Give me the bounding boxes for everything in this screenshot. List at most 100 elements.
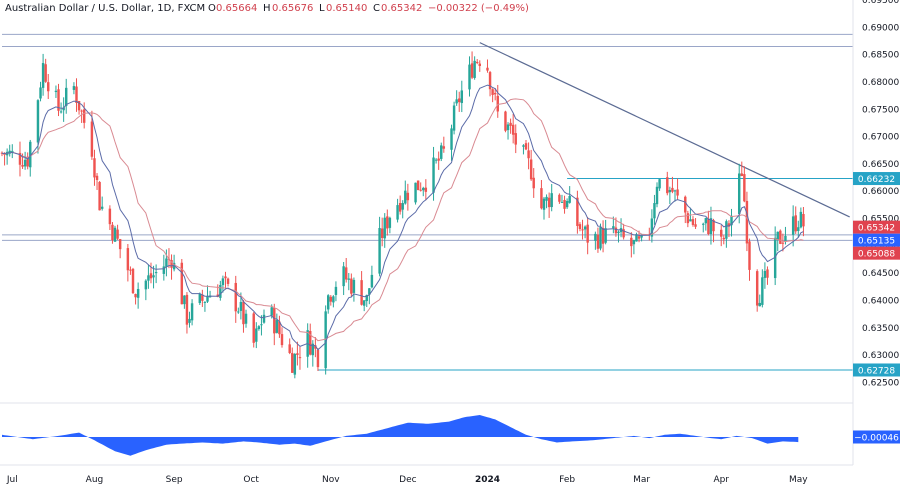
candle-body bbox=[558, 194, 561, 202]
price-tag-bg bbox=[853, 363, 900, 377]
candle-body bbox=[273, 307, 276, 334]
candle-body bbox=[743, 174, 746, 202]
candle bbox=[604, 219, 607, 245]
candle-body bbox=[380, 228, 384, 238]
candle-body bbox=[237, 311, 240, 313]
candle bbox=[118, 238, 122, 259]
candle bbox=[763, 262, 767, 289]
candle-body bbox=[727, 223, 731, 227]
candle bbox=[190, 299, 194, 326]
candle bbox=[632, 239, 636, 255]
candle bbox=[18, 141, 22, 177]
candle-body bbox=[126, 248, 130, 271]
candle-body bbox=[473, 60, 476, 78]
candle bbox=[506, 122, 510, 140]
candle-body bbox=[147, 275, 150, 281]
price-tick-label: 0.68500 bbox=[862, 51, 899, 61]
candle bbox=[26, 152, 29, 170]
candle bbox=[80, 109, 83, 123]
candle-body bbox=[691, 219, 695, 225]
candle bbox=[745, 191, 749, 252]
candle-body bbox=[152, 275, 155, 278]
candle-body bbox=[424, 187, 428, 192]
candle-body bbox=[136, 288, 140, 298]
candle-body bbox=[324, 311, 327, 369]
candle-body bbox=[702, 223, 705, 225]
candle bbox=[704, 217, 708, 231]
candle bbox=[226, 277, 230, 287]
candle-body bbox=[434, 159, 438, 161]
candle bbox=[560, 194, 564, 203]
price-tick-label: 0.64000 bbox=[862, 296, 899, 306]
candle bbox=[720, 225, 723, 247]
candle bbox=[332, 295, 335, 308]
candle bbox=[309, 323, 312, 356]
candle bbox=[740, 161, 744, 177]
candle bbox=[653, 194, 656, 225]
candle-body bbox=[309, 330, 312, 355]
candle-body bbox=[586, 224, 589, 243]
candle bbox=[134, 293, 137, 305]
candle-body bbox=[352, 279, 356, 293]
time-tick-label: Apr bbox=[713, 475, 729, 485]
candle-body bbox=[75, 86, 78, 104]
candle-body bbox=[560, 201, 564, 203]
candle bbox=[329, 295, 333, 306]
candle bbox=[684, 195, 687, 224]
candle bbox=[352, 277, 356, 302]
candle bbox=[237, 307, 240, 314]
candle-body bbox=[62, 107, 65, 111]
candle-body bbox=[748, 241, 751, 270]
candle-body bbox=[406, 192, 410, 201]
candle bbox=[779, 229, 782, 245]
candle bbox=[540, 179, 543, 210]
candle bbox=[64, 78, 68, 114]
candle-body bbox=[327, 295, 330, 310]
candle bbox=[342, 261, 345, 296]
candle-body bbox=[455, 99, 458, 104]
candle-body bbox=[93, 158, 96, 178]
candle-body bbox=[493, 92, 497, 95]
candle bbox=[314, 337, 317, 358]
time-axis: Jul Aug Sep Oct Nov Dec 2024 Feb Mar Apr May bbox=[6, 475, 808, 485]
candle-body bbox=[437, 158, 440, 161]
candle-body bbox=[64, 87, 68, 107]
price-tag-label: 0.66232 bbox=[858, 175, 895, 185]
candle-body bbox=[396, 205, 399, 220]
open-label: O bbox=[208, 3, 216, 14]
candle-body bbox=[779, 230, 782, 244]
candle bbox=[108, 205, 112, 231]
candle-body bbox=[594, 233, 597, 241]
candle-body bbox=[799, 211, 803, 228]
candle-body bbox=[172, 262, 176, 270]
candle bbox=[748, 238, 751, 281]
candle-body bbox=[686, 213, 690, 224]
candle bbox=[737, 163, 741, 224]
candle-body bbox=[190, 303, 194, 321]
candle-body bbox=[637, 236, 641, 239]
candle bbox=[686, 210, 690, 228]
candle-body bbox=[632, 240, 636, 245]
candle bbox=[419, 182, 422, 192]
oscillator-tag-bg bbox=[853, 430, 900, 444]
candle bbox=[578, 222, 582, 232]
candle-body bbox=[422, 187, 425, 191]
candle-body bbox=[745, 200, 749, 244]
candle bbox=[470, 51, 474, 80]
candle bbox=[260, 315, 263, 336]
candle bbox=[802, 207, 805, 237]
candle bbox=[630, 232, 633, 258]
candle-body bbox=[601, 227, 605, 244]
candle bbox=[172, 254, 176, 272]
price-tag-label: 0.65135 bbox=[858, 237, 895, 247]
candle bbox=[547, 192, 551, 218]
candle bbox=[82, 102, 86, 129]
candle bbox=[401, 200, 404, 219]
candle bbox=[440, 142, 443, 162]
candle bbox=[62, 97, 65, 122]
candle-body bbox=[565, 201, 569, 208]
candle bbox=[422, 186, 425, 197]
candle bbox=[180, 258, 184, 305]
candle-body bbox=[599, 227, 602, 249]
